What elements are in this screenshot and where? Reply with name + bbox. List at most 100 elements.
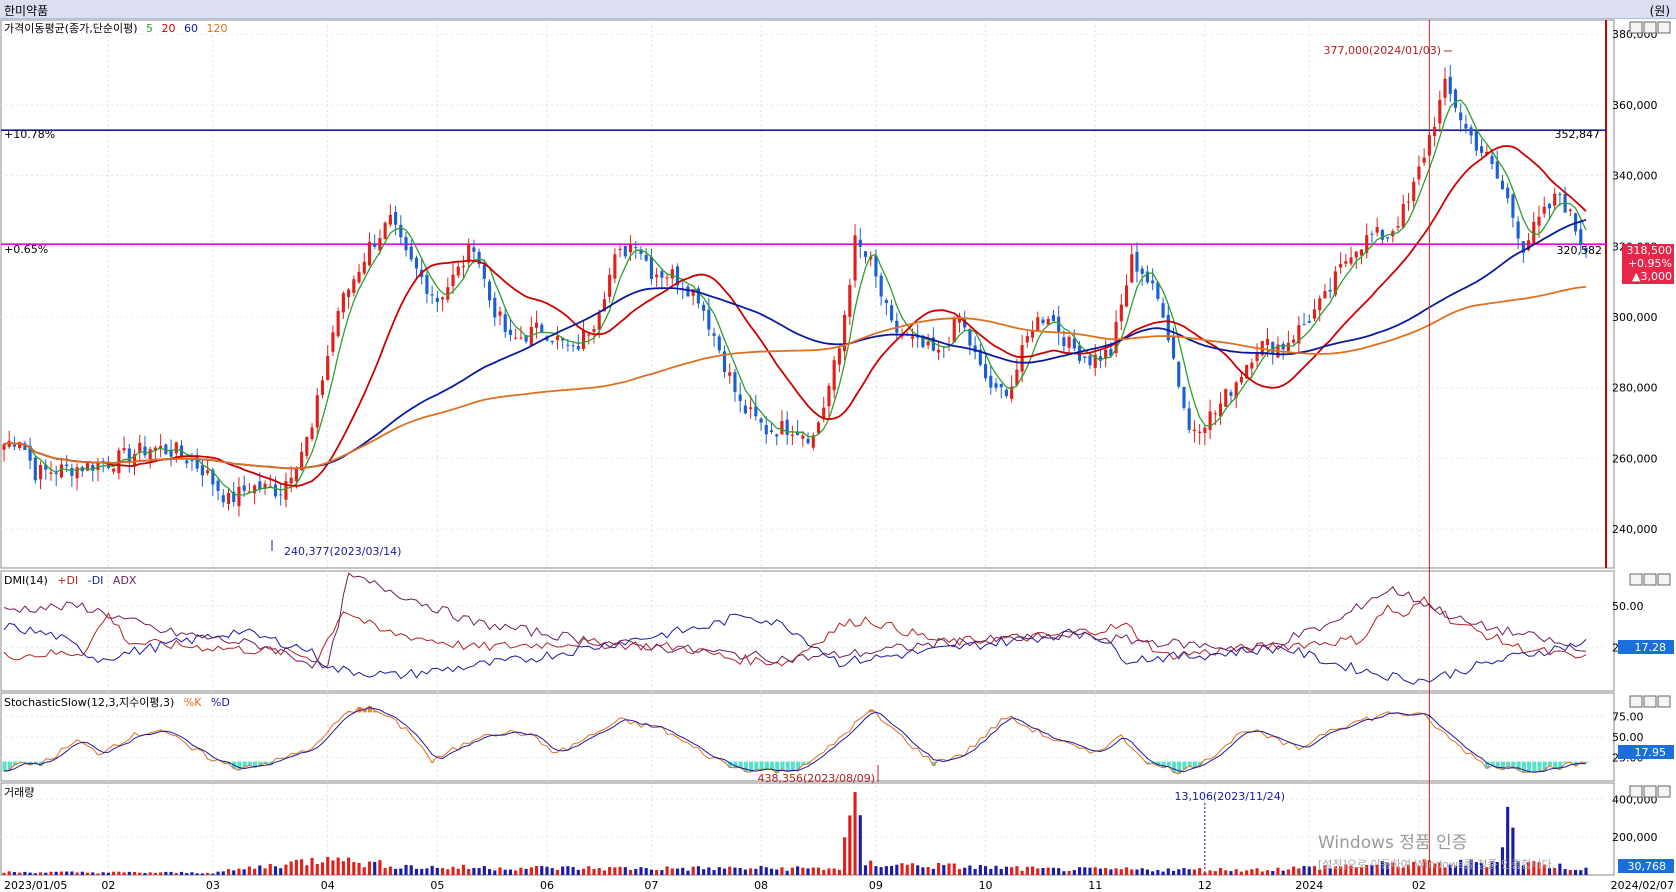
candle-body <box>1433 126 1437 137</box>
candle-body <box>1171 335 1176 359</box>
volume-bar <box>1370 864 1374 875</box>
volume-bar <box>284 864 288 875</box>
watermark-line1: Windows 정품 인증 <box>1318 833 1467 853</box>
volume-min-label: 13,106(2023/11/24) <box>1175 790 1285 803</box>
volume-panel-button[interactable] <box>1657 785 1671 798</box>
volume-bar <box>1177 869 1181 875</box>
candle-body <box>665 277 669 279</box>
candle-body <box>1490 155 1494 165</box>
candle-body <box>487 281 492 301</box>
candle-body <box>1114 321 1118 354</box>
volume-bar <box>655 870 659 875</box>
volume-bar <box>1527 862 1531 875</box>
volume-bar <box>550 868 554 875</box>
stock-chart[interactable]: 380,000360,000340,000320,000300,000280,0… <box>0 18 1676 892</box>
dmi-minus-label: -DI <box>88 574 104 587</box>
volume-bar <box>461 864 466 875</box>
volume-max-label: 438,356(2023/08/09) <box>758 772 875 785</box>
stoch-oversold-fill <box>1156 761 1161 766</box>
stoch-panel-button[interactable] <box>1629 695 1643 708</box>
candle-body <box>702 304 706 311</box>
stoch-oversold-fill <box>722 761 728 763</box>
candle-body <box>1553 193 1557 206</box>
stoch-tick-label: 50.00 <box>1612 731 1644 744</box>
candle-body <box>279 494 283 496</box>
candle-body <box>733 372 737 393</box>
candle-body <box>1239 376 1243 383</box>
dmi-panel-button[interactable] <box>1657 573 1671 586</box>
stoch-d-line <box>3 707 1587 773</box>
candle-body <box>1140 268 1144 274</box>
volume-bar <box>1213 871 1217 875</box>
stoch-oversold-fill <box>769 761 775 770</box>
stoch-oversold-fill <box>1558 761 1563 770</box>
volume-bar <box>618 866 622 875</box>
volume-bar <box>1302 866 1306 875</box>
candle-body <box>221 495 225 503</box>
candle-body <box>561 337 565 341</box>
volume-bar <box>989 868 993 875</box>
dmi-panel-button[interactable] <box>1643 573 1657 586</box>
volume-bar <box>1182 868 1186 875</box>
volume-bar <box>514 870 518 875</box>
price-panel-button[interactable] <box>1643 21 1657 34</box>
candle-body <box>858 239 862 247</box>
volume-bar <box>195 873 199 875</box>
candle-body <box>1422 157 1426 163</box>
volume-bar <box>978 864 982 875</box>
candle-body <box>1062 337 1066 347</box>
volume-panel-button[interactable] <box>1643 785 1657 798</box>
candle-body <box>1124 285 1129 307</box>
volume-bar <box>712 870 716 875</box>
volume-bar <box>1077 867 1082 875</box>
candle-body <box>1464 123 1468 129</box>
volume-bar <box>1349 865 1353 875</box>
stoch-oversold-fill <box>759 761 764 770</box>
candle-body <box>446 287 450 300</box>
volume-bar <box>780 867 784 875</box>
volume-bar <box>1312 866 1317 875</box>
volume-bar <box>942 865 946 875</box>
stoch-oversold-fill <box>33 761 38 763</box>
dmi-plus-label: +DI <box>57 574 78 587</box>
candle-body <box>764 424 768 435</box>
volume-bar <box>320 862 325 875</box>
volume-bar <box>576 869 580 875</box>
volume-bar <box>373 861 377 875</box>
candle-body <box>1250 362 1254 369</box>
dmi-panel-button[interactable] <box>1629 573 1643 586</box>
candle-body <box>373 243 377 247</box>
volume-bar <box>1459 859 1463 875</box>
volume-bar <box>399 868 403 875</box>
candle-body <box>931 337 935 351</box>
stoch-panel-button[interactable] <box>1643 695 1657 708</box>
volume-bar <box>811 867 815 875</box>
stoch-panel-button[interactable] <box>1657 695 1671 708</box>
candle-body <box>493 297 497 318</box>
volume-bar <box>1245 870 1249 875</box>
volume-bar <box>1114 868 1118 875</box>
x-tick-label: 08 <box>754 879 768 892</box>
price-panel-button[interactable] <box>1629 21 1643 34</box>
volume-bar <box>895 864 899 875</box>
volume-bar <box>1401 867 1405 875</box>
volume-bar <box>623 867 627 875</box>
x-tick-label: 02 <box>101 879 115 892</box>
price-panel-button[interactable] <box>1657 21 1671 34</box>
stoch-oversold-fill <box>23 761 28 763</box>
volume-panel-button[interactable] <box>1629 785 1643 798</box>
candle-body <box>952 318 956 343</box>
volume-bar <box>728 866 732 875</box>
candle-body <box>759 418 763 423</box>
volume-bar <box>1025 866 1029 875</box>
high-label: 377,000(2024/01/03) <box>1324 44 1441 57</box>
volume-bar <box>85 872 90 875</box>
ma5-label: 5 <box>146 22 153 35</box>
candle-body <box>534 322 539 328</box>
candle-body <box>644 254 648 261</box>
candle-body <box>1156 282 1160 299</box>
stoch-oversold-fill <box>258 761 263 766</box>
candle-body <box>362 261 366 274</box>
volume-bar <box>38 872 43 875</box>
volume-bar <box>561 866 565 875</box>
